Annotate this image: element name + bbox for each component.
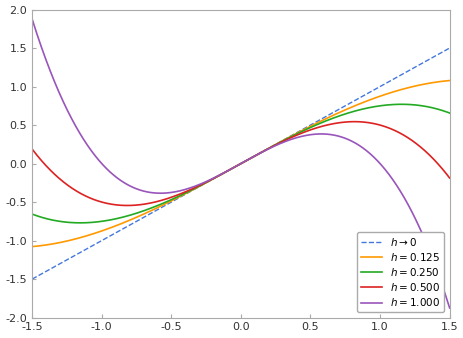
Line: $h = 1.000$: $h = 1.000$	[32, 19, 449, 308]
$h = 1.000$	[221, 171, 226, 175]
$h \to 0$	[232, 165, 238, 169]
$h = 0.500$	[124, 203, 130, 208]
$h = 0.250$	[357, 107, 363, 112]
$h \to 0$	[433, 53, 439, 57]
$h = 0.125$	[221, 171, 226, 175]
$h = 1.000$	[434, 270, 439, 274]
$h = 0.250$	[446, 111, 451, 115]
Line: $h = 0.500$: $h = 0.500$	[32, 122, 449, 206]
$h = 0.500$	[358, 120, 363, 124]
Legend: $h \to 0$, $h = 0.125$, $h = 0.250$, $h = 0.500$, $h = 1.000$: $h \to 0$, $h = 0.125$, $h = 0.250$, $h …	[356, 232, 444, 312]
$h = 0.500$	[232, 165, 238, 169]
Line: $h \to 0$: $h \to 0$	[32, 48, 449, 279]
$h = 0.125$	[29, 245, 35, 249]
$h = 0.500$	[50, 171, 56, 175]
$h = 0.500$	[434, 162, 439, 166]
$h = 0.125$	[446, 78, 451, 82]
$h = 1.000$	[433, 269, 439, 273]
$h = 0.500$	[434, 162, 440, 166]
$h = 0.250$	[221, 171, 226, 175]
$h = 1.000$	[357, 145, 363, 149]
$h = 0.125$	[50, 242, 56, 246]
$h = 1.000$	[232, 165, 238, 169]
$h \to 0$	[29, 277, 35, 281]
$h \to 0$	[446, 46, 451, 50]
$h = 0.125$	[433, 80, 439, 84]
$h = 0.250$	[434, 107, 439, 111]
$h = 0.250$	[50, 218, 56, 222]
$h = 0.500$	[221, 171, 226, 175]
$h \to 0$	[221, 171, 226, 175]
$h = 0.125$	[434, 80, 439, 84]
Line: $h = 0.125$: $h = 0.125$	[32, 80, 449, 247]
$h = 0.250$	[77, 221, 83, 225]
$h = 1.000$	[446, 306, 451, 310]
$h = 0.500$	[351, 120, 357, 124]
$h = 0.250$	[29, 212, 35, 216]
$h = 1.000$	[50, 77, 56, 81]
$h = 1.000$	[29, 17, 35, 21]
$h = 0.250$	[434, 107, 440, 111]
$h = 0.500$	[446, 176, 451, 180]
$h = 0.500$	[29, 147, 35, 151]
$h \to 0$	[357, 95, 363, 99]
$h = 0.125$	[232, 165, 238, 169]
$h \to 0$	[434, 53, 439, 57]
$h \to 0$	[50, 265, 56, 269]
$h = 0.125$	[357, 101, 363, 105]
$h = 0.250$	[232, 165, 238, 169]
Line: $h = 0.250$: $h = 0.250$	[32, 104, 449, 223]
$h = 0.250$	[398, 102, 404, 106]
